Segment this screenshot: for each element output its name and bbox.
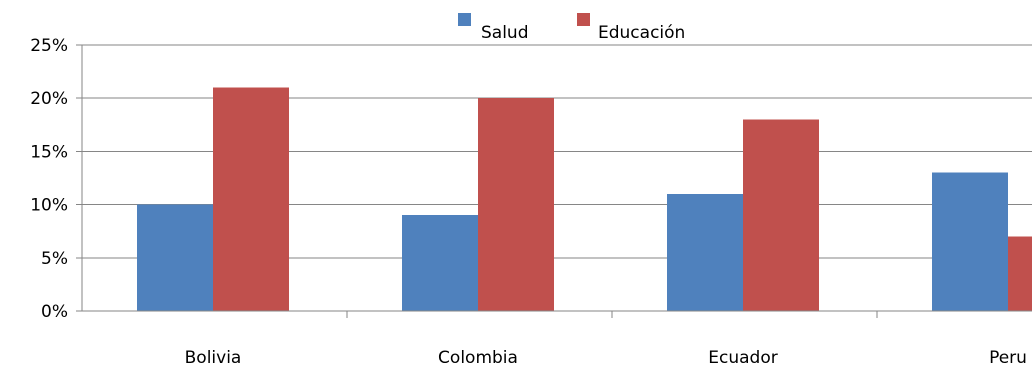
bar-educacion-ecuador [743,119,819,311]
y-tick-label-0: 0% [41,302,68,322]
y-tick-label-5: 25% [30,36,68,56]
x-tick-label-ecuador: Ecuador [708,348,777,365]
legend-label-salud: Salud [481,23,529,43]
legend-label-educacion: Educación [598,23,685,43]
bar-educacion-bolivia [213,87,289,311]
bars [137,87,1032,311]
x-tick-label-bolivia: Bolivia [185,348,242,365]
x-axis-ticks: Bolivia Colombia Ecuador Peru [185,311,1027,365]
y-tick-label-2: 10% [30,196,68,216]
y-tick-label-1: 5% [41,249,68,269]
legend-swatch-educacion [577,13,590,26]
axes [81,45,1032,312]
x-tick-label-colombia: Colombia [438,348,518,365]
legend-swatch-salud [458,13,471,26]
bar-salud-peru [932,172,1008,311]
bar-salud-ecuador [667,193,743,311]
bar-educacion-peru [1008,236,1032,311]
y-axis-ticks: 0% 5% 10% 15% 20% 25% [30,36,82,322]
bar-educacion-colombia [478,98,554,311]
legend: Salud Educación [458,13,685,43]
bar-salud-bolivia [137,204,213,311]
y-tick-label-3: 15% [30,142,68,162]
y-tick-label-4: 20% [30,89,68,109]
bar-salud-colombia [402,215,478,311]
x-tick-label-peru: Peru [989,348,1027,365]
